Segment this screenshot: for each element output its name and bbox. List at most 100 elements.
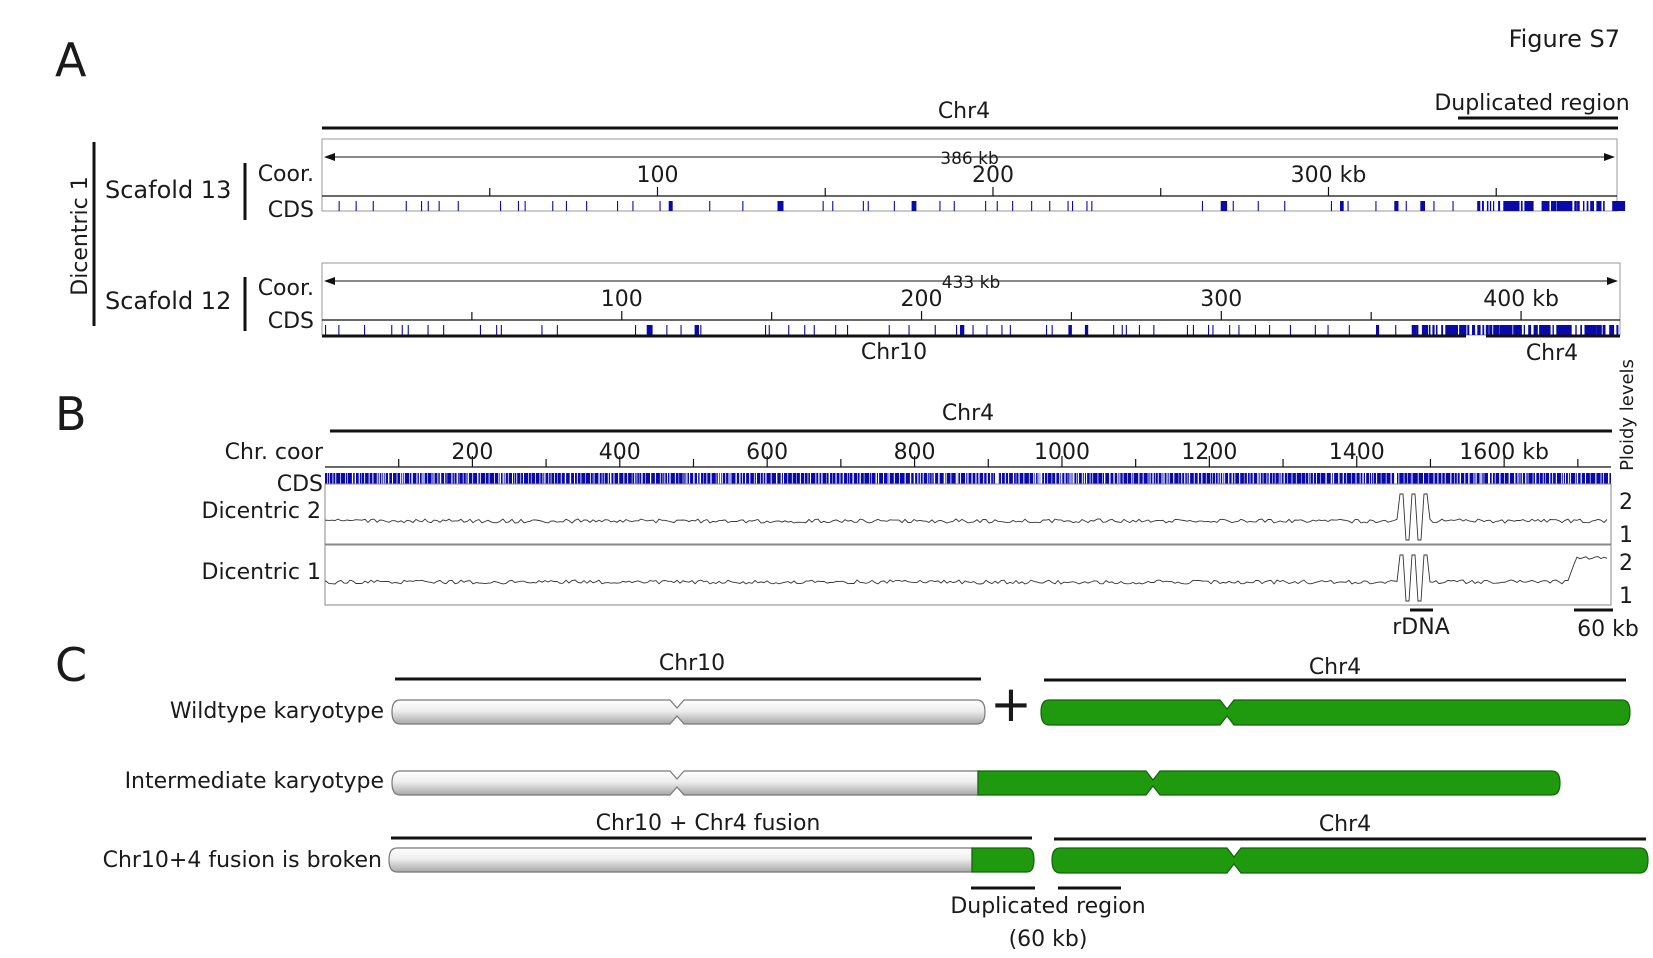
cds-gap [1278,473,1280,484]
plus-sign: + [990,675,1032,733]
cds-gap [1369,473,1370,484]
cds-gap [544,473,546,484]
cds-gap [1047,473,1048,484]
cds-gap [1355,473,1357,484]
coordinate-tick-label: 100 [601,287,643,312]
cds-gap [1222,473,1224,484]
cds-feature [1375,201,1377,211]
cds-feature [457,201,459,211]
chr-coordinate-tick-label: 200 [451,440,493,465]
scaffold-12-coor-label: Coor. [258,276,314,301]
cds-gap [847,473,848,484]
cds-gap [821,473,823,484]
cds-gap [636,473,638,484]
cds-gap [403,473,405,484]
cds-gap [402,473,404,484]
cds-gap [1035,473,1037,484]
cds-gap [1071,473,1073,484]
scaffold-length-label: 433 kb [942,273,1001,293]
cds-gap [849,473,850,484]
coordinate-tick-label: 200 [972,163,1014,188]
cds-gap [431,473,433,484]
cds-feature [986,325,988,335]
cds-gap [585,473,586,484]
cds-gap [776,473,778,484]
cds-gap [684,473,686,484]
cds-gap [1372,473,1374,484]
cds-gap [1410,473,1412,484]
cds-gap [564,473,567,484]
cds-gap [327,473,328,484]
cds-gap [1468,473,1470,484]
cds-gap [990,473,992,484]
cds-feature [659,201,661,211]
arrowhead-left [324,153,335,161]
cds-gap [1525,473,1527,484]
cds-gap [458,473,460,484]
cds-gap [444,473,446,484]
cds-feature [911,201,917,211]
cds-feature [1340,201,1344,211]
cds-gap [1231,473,1233,484]
scaffold-12-label: Scafold 12 [105,287,231,315]
cds-feature [364,325,366,335]
cds-feature [1543,325,1547,335]
cds-feature [1596,325,1600,335]
chr-coordinate-tick-label: 800 [894,440,936,465]
cds-gap [347,473,348,484]
cds-gap [1133,473,1134,484]
cds-feature [1432,325,1435,335]
cds-gap [749,473,751,484]
panel-label-b: B [55,387,87,441]
cds-feature [1416,325,1419,335]
cds-gap [807,473,809,484]
cds-gap [329,473,330,484]
cds-gap [1575,473,1576,484]
cds-gap [804,473,805,484]
cds-feature [1508,325,1512,335]
cds-gap [354,473,356,484]
cds-gap [922,473,924,484]
cds-gap [909,473,912,484]
cds-gap [1552,473,1554,484]
cds-gap [416,473,418,484]
cds-gap [725,473,727,484]
scaffold-13-label: Scafold 13 [105,176,231,204]
cds-feature [1477,325,1481,335]
cds-feature [1238,325,1240,335]
cds-gap [1359,473,1361,484]
cds-feature [953,201,955,211]
cds-feature [1533,325,1536,335]
cds-gap [477,473,479,484]
cds-feature [1603,201,1605,211]
cds-gap [1246,473,1248,484]
cds-gap [1184,473,1186,484]
cds-feature [1347,201,1349,211]
cds-gap [832,473,833,484]
cds-feature [427,201,429,211]
cds-feature [1499,325,1511,335]
cds-gap [787,473,789,484]
cds-gap [1089,473,1091,484]
cds-gap [717,473,719,484]
cds-feature [1523,325,1525,335]
cds-feature [1208,325,1210,335]
cds-gap [462,473,464,484]
cds-gap [427,473,428,484]
cds-gap [1219,473,1221,484]
cds-gap [576,473,578,484]
cds-gap [978,473,980,484]
cds-feature [1482,201,1484,211]
cds-gap [1092,473,1094,484]
cds-gap [1561,473,1562,484]
cds-gap [650,473,652,484]
cds-gap [1023,473,1025,484]
cds-gap [1152,473,1154,484]
cds-gap [494,473,495,484]
cds-gap [1517,473,1519,484]
cds-feature [1121,325,1123,335]
cds-gap [728,473,730,484]
cds-feature [1229,325,1231,335]
cds-gap [335,473,337,484]
cds-feature [694,325,699,335]
